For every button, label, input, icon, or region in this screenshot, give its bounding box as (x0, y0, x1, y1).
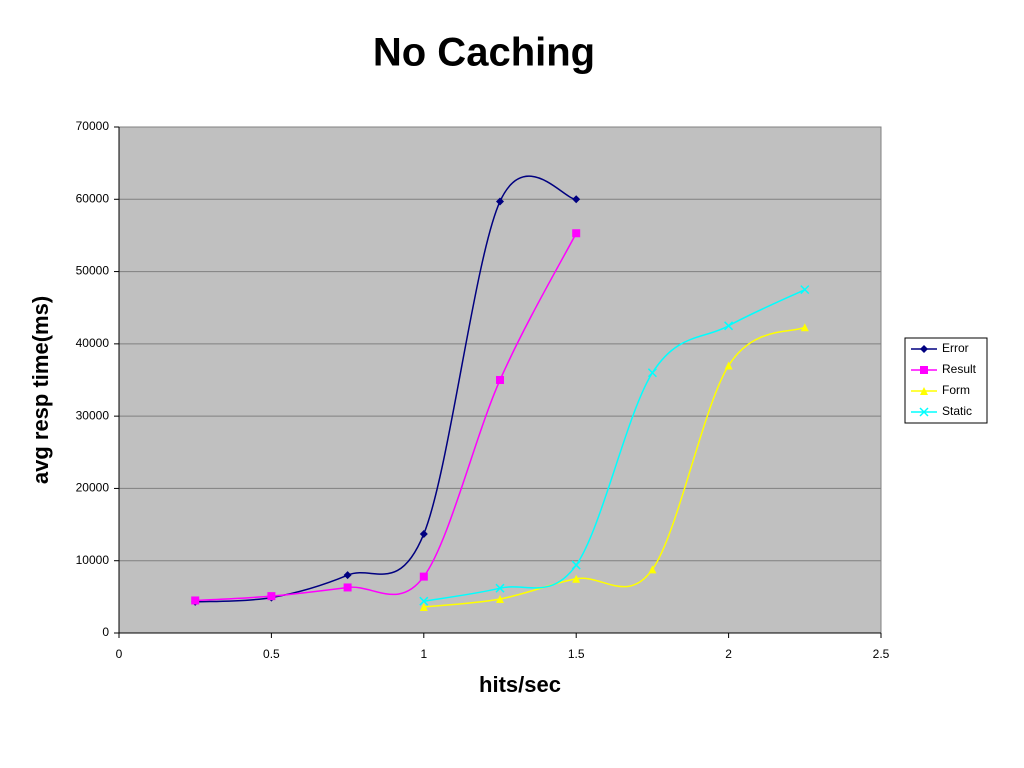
x-tick-label: 0.5 (263, 647, 280, 661)
x-axis-label: hits/sec (479, 672, 561, 697)
x-tick-label: 1 (420, 647, 427, 661)
legend-marker (919, 407, 929, 417)
legend-label: Form (942, 383, 970, 397)
chart-title: No Caching (373, 31, 595, 75)
marker (419, 529, 428, 538)
y-tick-label: 50000 (76, 264, 110, 278)
x-tick-label: 0 (116, 647, 123, 661)
x-tick-label: 1.5 (568, 647, 585, 661)
marker (571, 560, 581, 570)
y-tick-label: 20000 (76, 481, 110, 495)
y-tick-label: 40000 (76, 336, 110, 350)
y-tick-label: 10000 (76, 553, 110, 567)
legend-box (904, 337, 988, 424)
legend-label: Result (942, 362, 977, 376)
x-tick-label: 2.5 (873, 647, 890, 661)
marker (647, 368, 657, 378)
marker (343, 583, 352, 592)
y-tick-label: 0 (102, 625, 109, 639)
x-tick-label: 2 (725, 647, 732, 661)
marker (191, 596, 200, 605)
marker (800, 285, 810, 295)
marker (496, 595, 504, 604)
legend-label: Static (942, 404, 972, 418)
marker (724, 321, 734, 331)
legend-marker (920, 387, 928, 395)
marker (572, 229, 581, 238)
y-tick-label: 60000 (76, 191, 110, 205)
marker (496, 376, 504, 384)
marker (419, 596, 429, 606)
legend-label: Error (942, 341, 969, 355)
legend-marker (920, 345, 928, 353)
marker (572, 195, 581, 204)
marker (496, 197, 504, 206)
y-axis-label: avg resp time(ms) (28, 296, 53, 484)
marker (800, 323, 809, 332)
y-tick-label: 70000 (76, 119, 110, 133)
marker (495, 583, 505, 593)
y-tick-label: 30000 (76, 408, 110, 422)
marker (419, 572, 428, 581)
legend-marker (920, 366, 928, 374)
marker (724, 361, 733, 370)
marker (343, 571, 352, 580)
marker (267, 592, 276, 601)
marker (572, 574, 581, 583)
marker (648, 565, 657, 574)
marker (419, 602, 428, 611)
